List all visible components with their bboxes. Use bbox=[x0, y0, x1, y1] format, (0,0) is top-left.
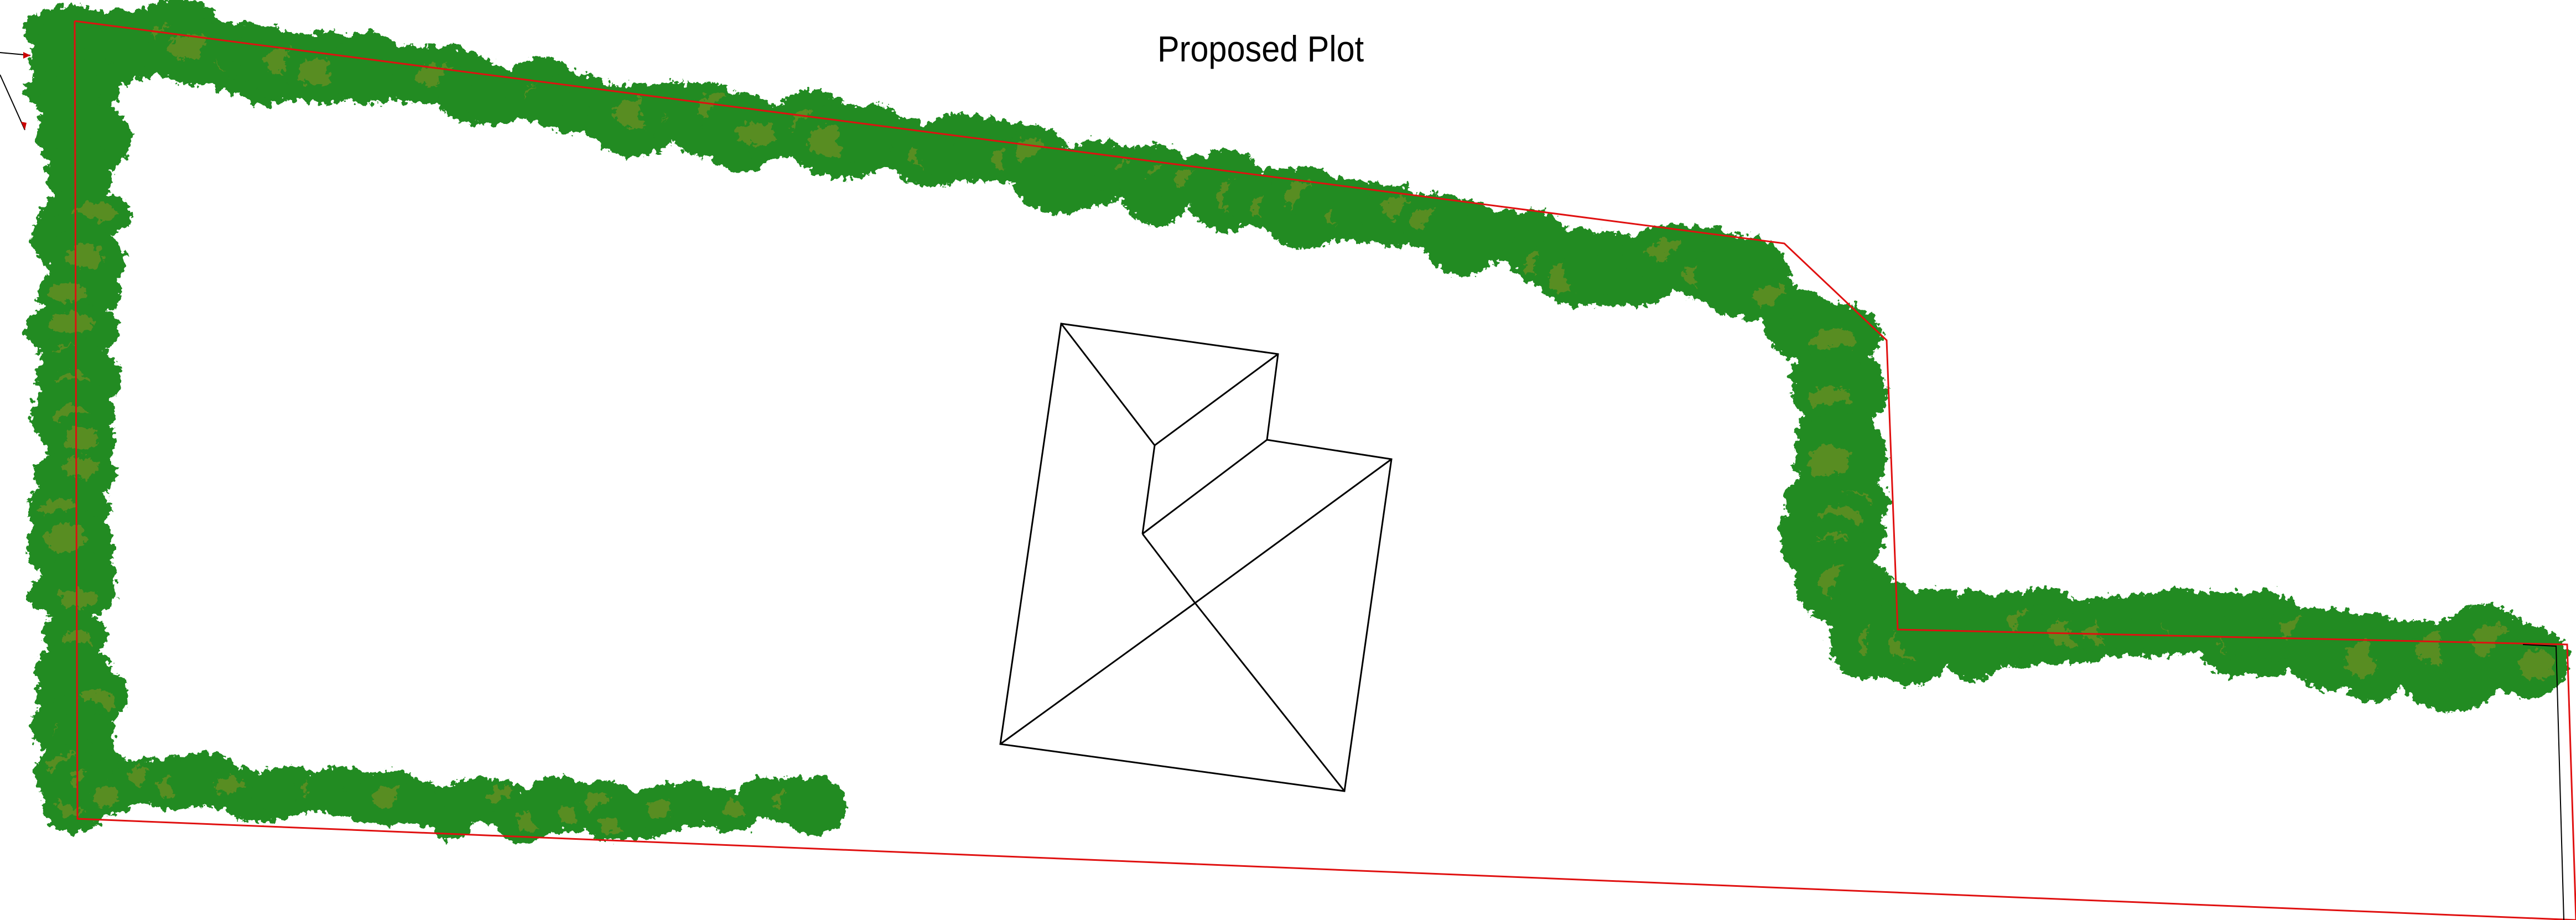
plot-title: Proposed Plot bbox=[1157, 28, 1364, 69]
north-arrow-icon bbox=[0, 52, 31, 131]
hedge-shrub-highlight bbox=[2518, 650, 2556, 680]
hedge-shrub-highlight bbox=[62, 457, 100, 477]
hedge-shrub-highlight bbox=[67, 245, 103, 273]
hedge-shrub-highlight bbox=[736, 123, 779, 145]
hedge-shrub bbox=[780, 777, 848, 835]
hedge-shrub-highlight bbox=[646, 799, 672, 820]
hedge-shrub-highlight bbox=[59, 589, 99, 608]
west-hedge bbox=[23, 6, 133, 833]
south-west-hedge bbox=[51, 751, 848, 844]
site-boundary-line bbox=[74, 20, 2576, 920]
hedge-shrub-highlight bbox=[49, 311, 92, 335]
boundary-return-line bbox=[2522, 644, 2564, 920]
hedge-shrub-highlight bbox=[299, 58, 337, 87]
east-hedge bbox=[1508, 223, 1924, 656]
hedge-shrub-highlight bbox=[1808, 444, 1850, 480]
hedge-layer bbox=[23, 0, 2569, 844]
north-hedge bbox=[36, 0, 1567, 277]
hedge-shrub-highlight bbox=[46, 523, 85, 553]
south-east-hedge bbox=[1829, 588, 2569, 712]
house-roof-plan bbox=[999, 323, 1393, 792]
hedge-shrub-highlight bbox=[48, 283, 87, 303]
hedge-shrub-highlight bbox=[65, 425, 97, 450]
hedge-shrub-highlight bbox=[92, 784, 120, 807]
